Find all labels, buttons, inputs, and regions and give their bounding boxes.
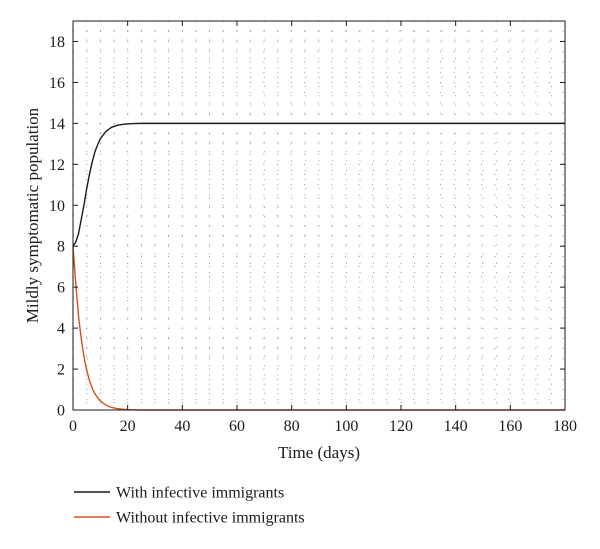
x-tick-label: 80: [284, 418, 300, 435]
plot-frame: [72, 20, 566, 411]
y-tick-label: 14: [49, 116, 65, 133]
x-tick-label: 140: [444, 418, 468, 435]
y-tick-label: 0: [57, 403, 65, 420]
series-layer: [72, 122, 565, 411]
x-tick-label: 180: [553, 418, 577, 435]
y-axis-title: Mildly symptomatic population: [23, 107, 42, 323]
x-axis-title: Time (days): [278, 443, 360, 462]
y-tick-label: 10: [49, 198, 65, 215]
y-tick-label: 4: [57, 321, 65, 338]
x-tick-label: 160: [498, 418, 522, 435]
x-tick-label: 100: [334, 418, 358, 435]
x-tick-label: 0: [69, 418, 77, 435]
legend: With infective immigrants Without infect…: [74, 485, 305, 527]
x-tick-label: 60: [229, 418, 245, 435]
y-tick-label: 12: [49, 157, 65, 174]
grid: [73, 21, 565, 410]
y-tick-label: 2: [57, 362, 65, 379]
y-tick-label: 18: [49, 34, 65, 51]
legend-label-with-immigrants: With infective immigrants: [116, 485, 284, 502]
y-tick-label: 8: [57, 239, 65, 256]
x-tick-label: 20: [120, 418, 136, 435]
x-tick-label: 120: [389, 418, 413, 435]
x-tick-label: 40: [174, 418, 190, 435]
series-line-with-immigrants: [72, 122, 565, 247]
ticks: 0 20 40 60 80 100 120 140 160 180 0 2 4 6 8 10 12 14 16 18: [49, 21, 577, 435]
y-tick-label: 16: [49, 75, 65, 92]
y-tick-label: 6: [57, 280, 65, 297]
legend-label-without-immigrants: Without infective immigrants: [116, 510, 305, 527]
